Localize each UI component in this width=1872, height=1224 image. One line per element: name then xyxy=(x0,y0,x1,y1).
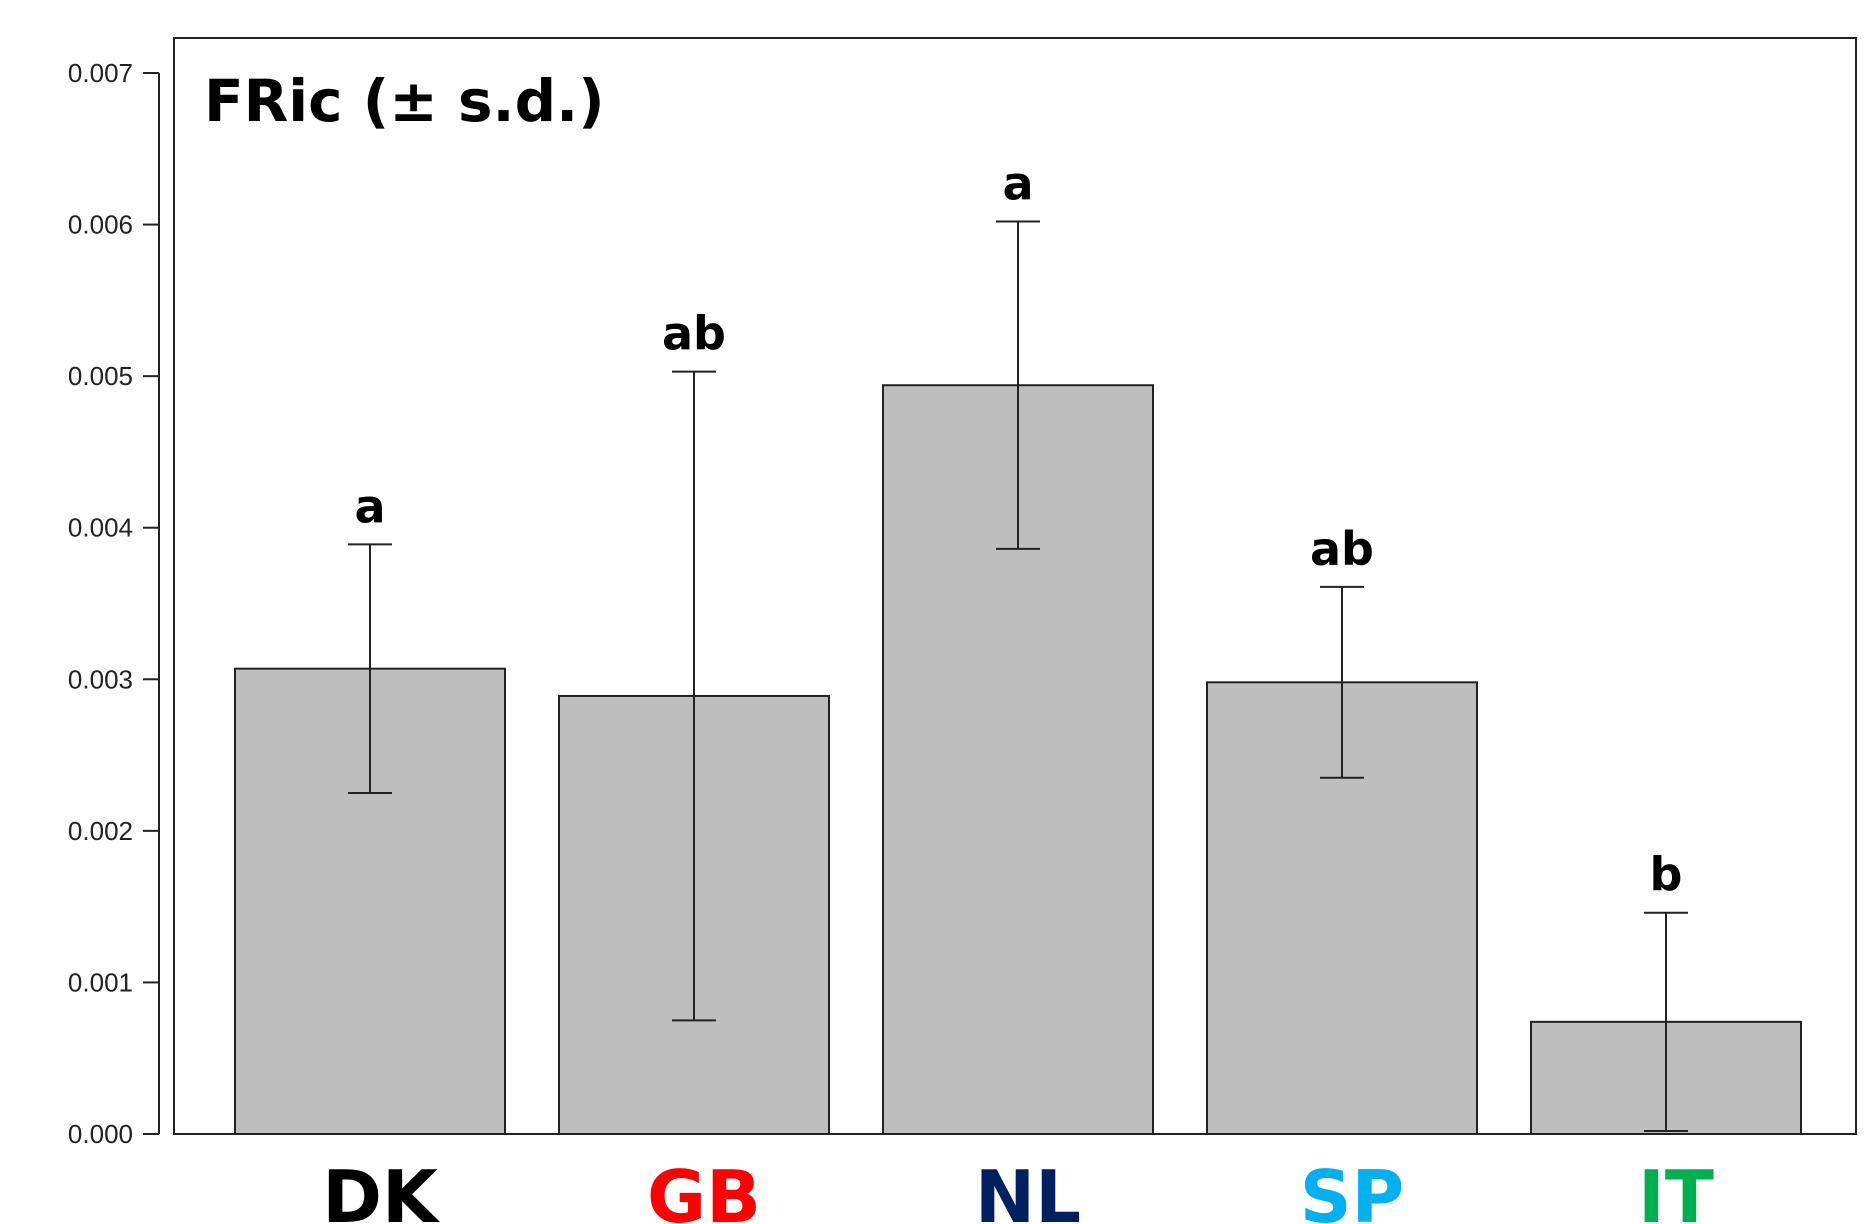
y-tick-label: 0.004 xyxy=(68,513,133,543)
y-tick-label: 0.007 xyxy=(68,58,133,88)
y-tick-label: 0.006 xyxy=(68,210,133,240)
x-tick-label: IT xyxy=(1638,1155,1714,1224)
y-tick-label: 0.000 xyxy=(68,1119,133,1149)
significance-label: ab xyxy=(1310,522,1374,576)
chart-title: FRic (± s.d.) xyxy=(204,67,605,135)
x-tick-label: NL xyxy=(975,1155,1081,1224)
y-tick-label: 0.001 xyxy=(68,967,133,997)
y-tick-label: 0.005 xyxy=(68,361,133,391)
significance-label: a xyxy=(1002,157,1033,211)
significance-label: b xyxy=(1650,848,1683,902)
x-tick-label: GB xyxy=(647,1155,761,1224)
error-bars xyxy=(348,220,1688,1132)
x-axis-labels: DK GB NL SP IT xyxy=(322,1155,1714,1224)
significance-label: a xyxy=(354,479,385,533)
y-tick-label: 0.003 xyxy=(68,664,133,694)
significance-labels: a ab a ab b xyxy=(354,157,1682,902)
y-axis: 0.000 0.001 0.002 0.003 0.004 0.005 0.006 0.007 xyxy=(68,58,160,1149)
significance-label: ab xyxy=(662,307,726,361)
x-tick-label: SP xyxy=(1300,1155,1405,1224)
y-tick-label: 0.002 xyxy=(68,816,133,846)
x-tick-label: DK xyxy=(322,1155,440,1224)
